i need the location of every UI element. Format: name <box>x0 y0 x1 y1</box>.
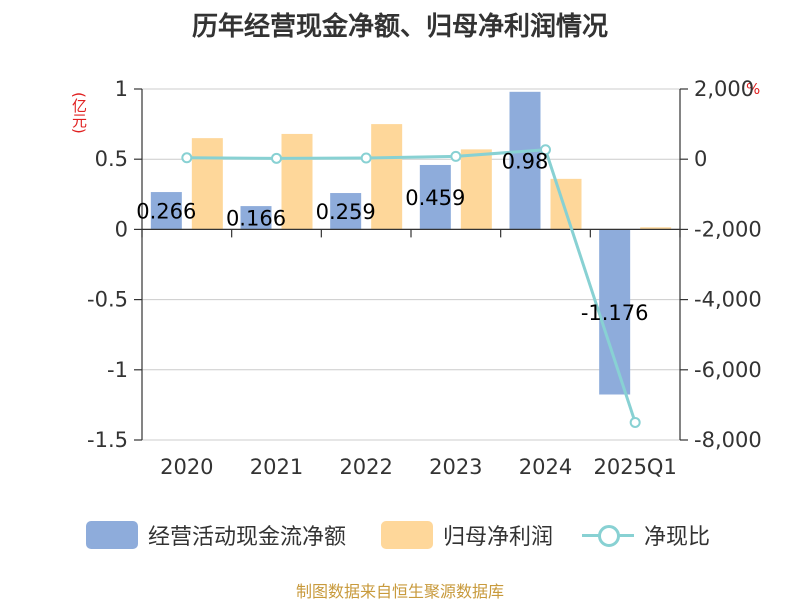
legend-swatch-cashflow <box>86 521 138 549</box>
left-axis-tick-label: -1 <box>107 358 128 382</box>
legend: 经营活动现金流净额 归母净利润 净现比 <box>0 517 800 553</box>
legend-swatch-cash-ratio <box>582 521 634 549</box>
legend-label-cashflow: 经营活动现金流净额 <box>148 525 347 550</box>
point-cash-ratio-2024 <box>540 144 551 156</box>
legend-label-cash-ratio: 净现比 <box>644 525 711 550</box>
bar-cashflow-2024 <box>509 91 541 230</box>
data-label-cashflow-2021: 0.166 <box>226 207 286 231</box>
data-label-cashflow-2024: 0.98 <box>502 150 549 174</box>
chart-title: 历年经营现金净额、归母净利润情况 <box>191 12 608 42</box>
point-cash-ratio-2022 <box>360 152 372 164</box>
x-axis-tick-label: 2024 <box>519 455 572 479</box>
line-cash-ratio <box>186 148 637 423</box>
bar-cashflow-2022 <box>330 193 362 230</box>
bar-net-profit-2023 <box>460 149 492 230</box>
data-label-cashflow-2023: 0.459 <box>405 186 465 210</box>
right-axis-tick-label: -4,000 <box>694 288 762 312</box>
bar-cashflow-2023 <box>419 164 451 230</box>
x-axis-tick-label: 2020 <box>160 455 213 479</box>
legend-item-cash-ratio[interactable]: 净现比 <box>582 517 710 553</box>
x-axis-tick-label: 2025Q1 <box>593 455 676 479</box>
left-axis-tick-label: -1.5 <box>87 428 128 452</box>
right-axis-unit: % <box>746 80 761 98</box>
data-label-cashflow-2025Q1: -1.176 <box>581 301 649 325</box>
left-axis-tick-label: 1 <box>115 77 128 101</box>
legend-label-net-profit: 归母净利润 <box>443 525 554 550</box>
bar-net-profit-2021 <box>281 133 313 230</box>
right-axis-tick-label: -6,000 <box>694 358 762 382</box>
data-label-cashflow-2022: 0.259 <box>316 200 376 224</box>
right-axis-tick-label: -2,000 <box>694 217 762 241</box>
right-axis-tick-label: 0 <box>694 147 707 171</box>
legend-item-net-profit[interactable]: 归母净利润 <box>381 517 553 553</box>
left-axis-tick-label: -0.5 <box>87 288 128 312</box>
chart-plot: 1 0.5 0 -0.5 -1 -1.5 2,000 0 -2,000 -4,000 -6,000 -… <box>87 77 762 479</box>
data-source-note: 制图数据来自恒生聚源数据库 <box>295 582 504 601</box>
left-axis-tick-label: 0 <box>115 217 128 241</box>
right-axis-tick-label: 2,000 <box>694 77 754 101</box>
bar-net-profit-2020 <box>191 138 223 230</box>
x-axis-tick-label: 2022 <box>339 455 392 479</box>
left-axis-unit: (亿元) <box>70 92 88 134</box>
bar-cashflow-2025Q1 <box>599 229 631 395</box>
legend-item-cashflow[interactable]: 经营活动现金流净额 <box>86 517 346 553</box>
left-axis-tick-label: 0.5 <box>95 147 128 171</box>
x-axis-tick-label: 2023 <box>429 455 482 479</box>
x-axis-tick-label: 2021 <box>250 455 303 479</box>
bar-net-profit-2022 <box>371 124 403 230</box>
data-label-cashflow-2020: 0.266 <box>136 200 196 224</box>
point-cash-ratio-2023 <box>450 150 462 162</box>
legend-swatch-net-profit <box>381 521 433 549</box>
point-cash-ratio-2020 <box>181 152 193 164</box>
bar-cashflow-2021 <box>240 206 272 230</box>
bar-net-profit-2025Q1 <box>640 227 672 230</box>
point-cash-ratio-2021 <box>271 152 282 164</box>
right-axis-tick-label: -8,000 <box>694 428 762 452</box>
point-cash-ratio-2025Q1 <box>629 416 641 428</box>
bar-cashflow-2020 <box>150 192 182 230</box>
bar-net-profit-2024 <box>550 178 582 230</box>
